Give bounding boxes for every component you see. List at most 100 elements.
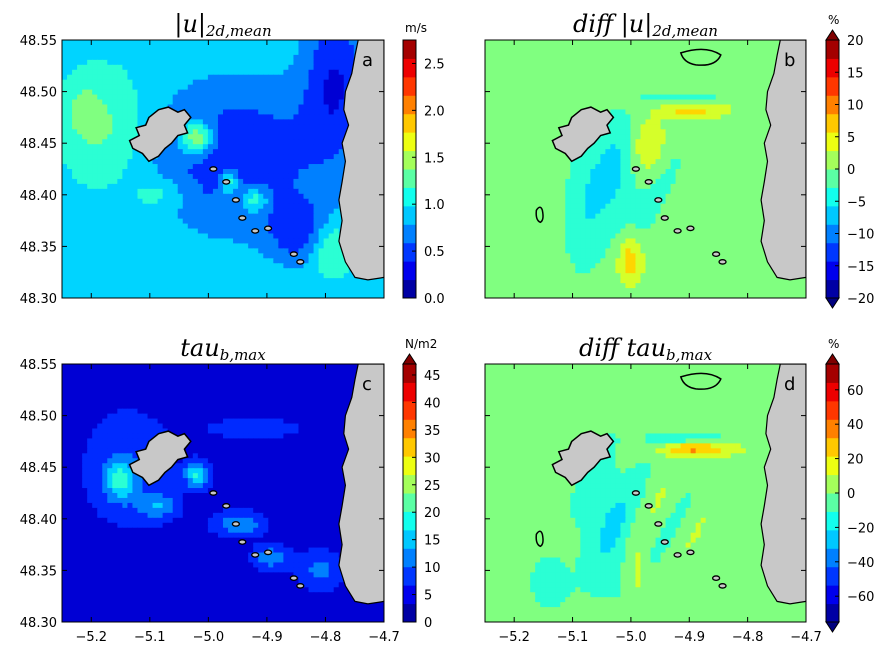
ytick-label: 48.40 bbox=[20, 189, 57, 204]
island-c bbox=[128, 430, 192, 487]
islet-a-0 bbox=[209, 166, 218, 172]
colorbar-tick-label: 40 bbox=[847, 418, 864, 433]
contour-b bbox=[679, 48, 722, 66]
colorbar-tick-label: 0 bbox=[847, 487, 855, 502]
islet-d-6 bbox=[711, 575, 721, 581]
colorbar-extend-top bbox=[402, 353, 417, 365]
islet-b-0 bbox=[631, 166, 641, 172]
islet-d-7 bbox=[718, 583, 727, 589]
islet-d-3 bbox=[660, 539, 669, 545]
axes-frame-d bbox=[484, 363, 807, 623]
coastline-b bbox=[760, 40, 806, 281]
colorbar-unit-b: % bbox=[828, 13, 839, 27]
axes-frame-a bbox=[61, 39, 385, 299]
islet-d-2 bbox=[654, 521, 663, 527]
panel-c: c taub,max 48.55 48.50 48.45 48.40 48.35 48.30 −… bbox=[20, 334, 441, 645]
axes-frame-b bbox=[484, 39, 807, 299]
contour-west-b bbox=[535, 206, 544, 224]
islet-c-1 bbox=[222, 503, 231, 509]
islet-c-3 bbox=[238, 539, 247, 545]
colorbar-tick-label: −10 bbox=[847, 228, 874, 243]
field-d bbox=[485, 364, 806, 622]
panel-title-c: taub,max bbox=[180, 334, 266, 364]
xtick-label: −5.2 bbox=[75, 630, 107, 645]
islet-b-7 bbox=[718, 259, 727, 265]
colorbar-tick-label: 0.0 bbox=[424, 292, 445, 307]
colorbar-tick-label: 10 bbox=[424, 561, 441, 576]
xtick-label: −4.7 bbox=[368, 630, 400, 645]
islet-c-5 bbox=[263, 549, 273, 556]
field-c bbox=[62, 364, 384, 622]
ytick-label: 48.30 bbox=[20, 616, 57, 631]
field-b bbox=[485, 40, 806, 298]
panel-label-d: d bbox=[784, 374, 795, 395]
ytick-label: 48.50 bbox=[20, 410, 57, 425]
colorbar-tick-label: −60 bbox=[847, 590, 874, 605]
colorbar-tick-label: 25 bbox=[424, 479, 441, 494]
panel-title-d: diff taub,max bbox=[579, 334, 713, 364]
islet-b-3 bbox=[660, 215, 669, 221]
colorbar-tick-label: 5 bbox=[847, 131, 855, 146]
islet-c-0 bbox=[209, 490, 218, 496]
islet-c-6 bbox=[289, 575, 298, 581]
colorbar-tick-label: 2.0 bbox=[424, 104, 445, 119]
colorbar-tick-label: 5 bbox=[424, 589, 432, 604]
colorbar-tick-label: 35 bbox=[424, 424, 441, 439]
panel-b: b diff |u|2d,mean 20 15 10 5 0 −5 −10 −15 −20% bbox=[484, 10, 874, 309]
xtick-label: −4.9 bbox=[251, 630, 283, 645]
xtick-label: −5.1 bbox=[134, 630, 166, 645]
panel-a: a |u|2d,mean 48.55 48.50 48.45 48.40 48.35 48.3… bbox=[20, 10, 445, 307]
ytick-label: 48.45 bbox=[20, 137, 57, 152]
islet-d-0 bbox=[631, 490, 641, 496]
xtick-label: −5.0 bbox=[615, 630, 647, 645]
colorbar-d: 60 40 20 0 −20 −40 −60% bbox=[825, 337, 874, 633]
islet-d-1 bbox=[644, 503, 653, 509]
colorbar-tick-label: 0 bbox=[424, 616, 432, 631]
ytick-label: 48.30 bbox=[20, 292, 57, 307]
islet-d-4 bbox=[673, 552, 682, 558]
ytick-label: 48.40 bbox=[20, 513, 57, 528]
colorbar-extend-top bbox=[825, 353, 840, 365]
colorbar-tick-label: 60 bbox=[847, 384, 864, 399]
island-a bbox=[128, 106, 192, 163]
colorbar-b: 20 15 10 5 0 −5 −10 −15 −20% bbox=[825, 13, 874, 309]
panel-label-c: c bbox=[362, 374, 372, 395]
xtick-label: −5.0 bbox=[193, 630, 225, 645]
islet-b-1 bbox=[644, 179, 653, 185]
islet-b-6 bbox=[711, 251, 721, 257]
ytick-label: 48.50 bbox=[20, 86, 57, 101]
panel-d: d diff taub,max −5.2 −5.1 −5.0 −4.9 −4.8 −4.7 60… bbox=[484, 334, 874, 645]
colorbar-tick-label: 0 bbox=[847, 163, 855, 178]
colorbar-unit-d: % bbox=[828, 337, 839, 351]
xtick-label: −5.2 bbox=[498, 630, 530, 645]
ytick-label: 48.45 bbox=[20, 461, 57, 476]
islet-a-1 bbox=[222, 179, 231, 185]
panel-label-b: b bbox=[784, 50, 795, 71]
contour-west-d bbox=[535, 530, 544, 548]
contour-d bbox=[679, 372, 722, 390]
colorbar-tick-label: 1.0 bbox=[424, 198, 445, 213]
island-b bbox=[551, 106, 615, 163]
islet-c-7 bbox=[296, 583, 305, 589]
coastline-a bbox=[338, 40, 384, 281]
islet-a-6 bbox=[289, 251, 298, 257]
xtick-label: −4.9 bbox=[673, 630, 705, 645]
xtick-label: −4.8 bbox=[732, 630, 764, 645]
colorbar-tick-label: 10 bbox=[847, 99, 864, 114]
colorbar-tick-label: 0.5 bbox=[424, 245, 445, 260]
islet-c-4 bbox=[251, 552, 260, 558]
islet-a-5 bbox=[263, 225, 273, 232]
colorbar-tick-label: 2.5 bbox=[424, 57, 445, 72]
xtick-label: −4.7 bbox=[790, 630, 822, 645]
colorbar-tick-label: 1.5 bbox=[424, 151, 445, 166]
colorbar-tick-label: −20 bbox=[847, 292, 874, 307]
islet-a-7 bbox=[296, 259, 305, 265]
ytick-label: 48.35 bbox=[20, 564, 57, 579]
island-d bbox=[551, 430, 615, 487]
colorbar-extend-top bbox=[825, 29, 840, 41]
islet-a-3 bbox=[238, 215, 247, 221]
colorbar-tick-label: 45 bbox=[424, 369, 441, 384]
colorbar-unit-c: N/m2 bbox=[405, 337, 437, 351]
colorbar-tick-label: −15 bbox=[847, 260, 874, 275]
xtick-label: −5.1 bbox=[557, 630, 589, 645]
